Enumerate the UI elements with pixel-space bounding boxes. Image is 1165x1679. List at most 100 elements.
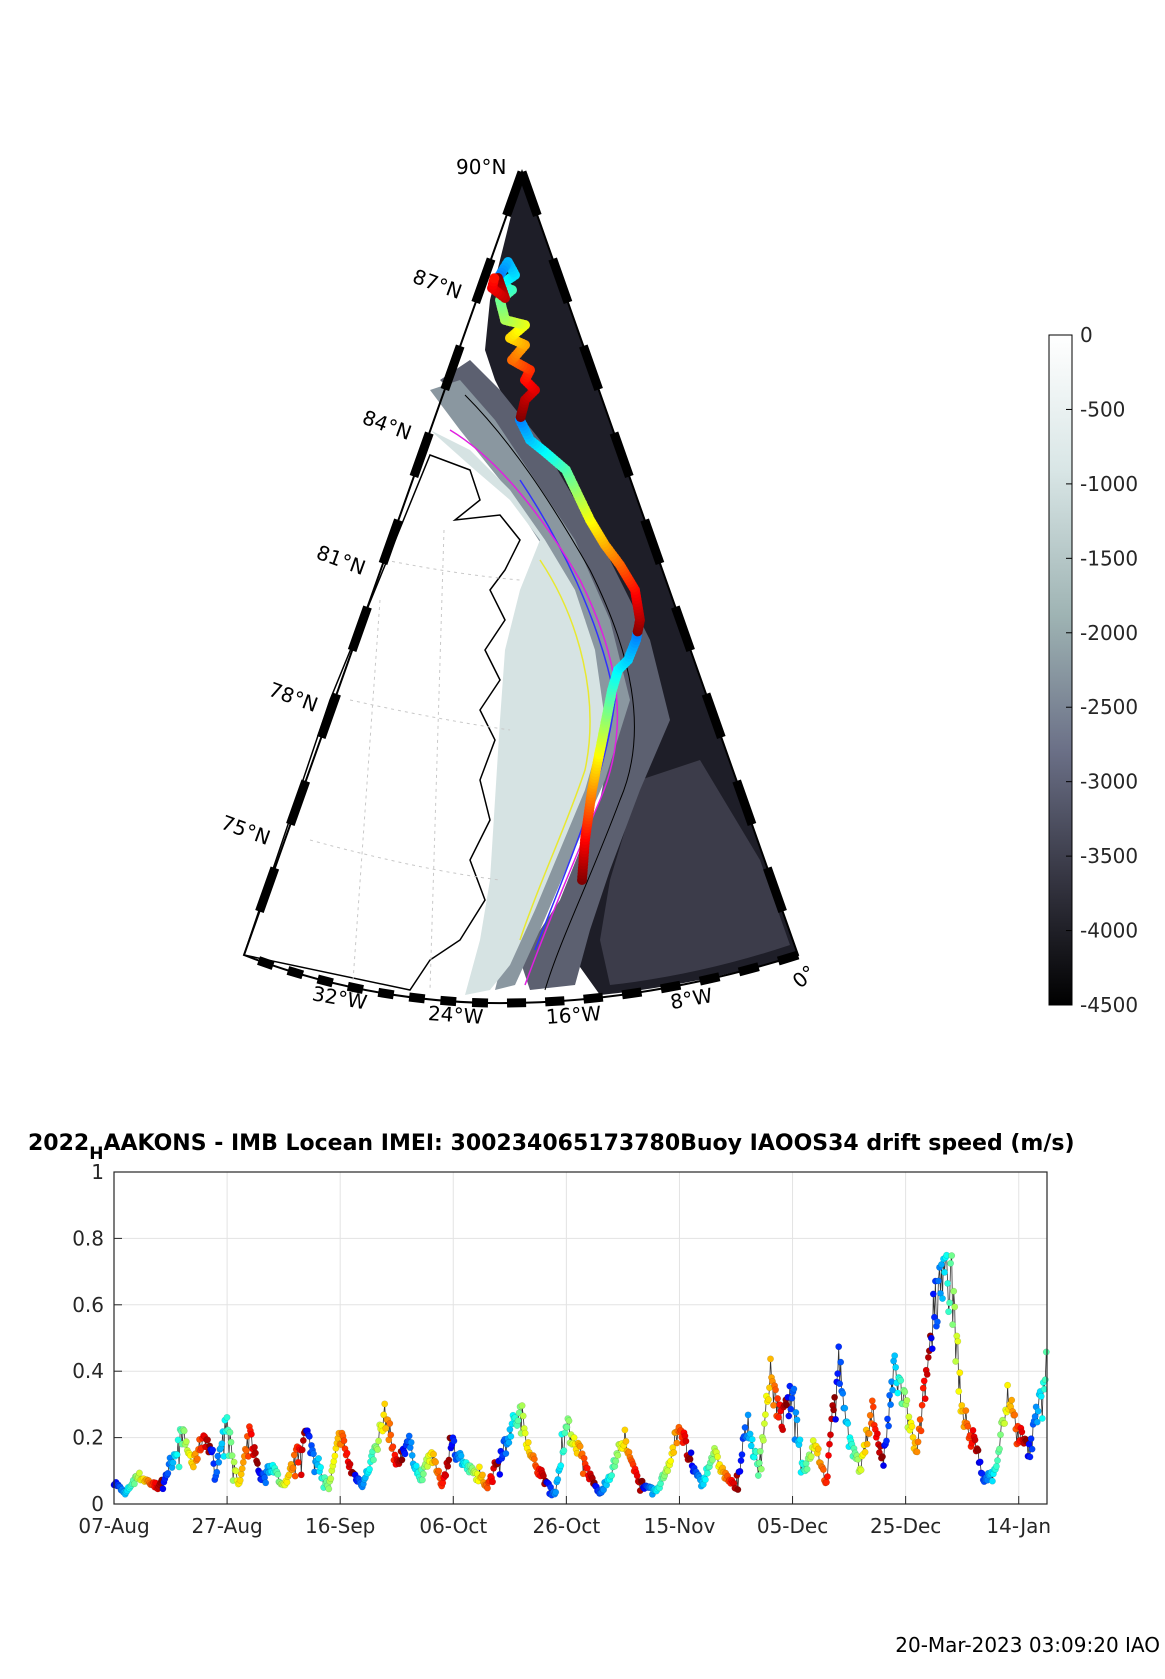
speed-point [894, 1389, 902, 1397]
speed-point [996, 1445, 1003, 1453]
speed-point [738, 1451, 746, 1459]
speed-point [435, 1467, 443, 1475]
speed-point [935, 1277, 942, 1285]
frame-tick [286, 779, 311, 827]
speed-point [897, 1377, 905, 1384]
x-tick-label: 06-Oct [419, 1514, 487, 1538]
speed-point [687, 1449, 695, 1457]
speed-point [554, 1476, 562, 1483]
speed-point [755, 1459, 763, 1467]
speed-point [294, 1458, 302, 1466]
speed-point [401, 1450, 409, 1458]
speed-point [505, 1439, 513, 1447]
x-tick-label: 25-Dec [870, 1514, 941, 1538]
speed-point [173, 1451, 181, 1459]
speed-point [772, 1386, 779, 1394]
speed-point [252, 1449, 259, 1457]
timestamp: 20-Mar-2023 03:09:20 IAO [895, 1633, 1160, 1657]
speed-point [518, 1402, 526, 1410]
x-tick-label: 16-Sep [305, 1514, 375, 1538]
speed-point [837, 1358, 845, 1366]
speed-point [305, 1433, 313, 1440]
speed-point [919, 1384, 927, 1392]
shelf-break-contour [464, 394, 635, 991]
speed-point [370, 1456, 377, 1464]
speed-point [908, 1423, 916, 1430]
plot-frame [113, 1171, 1048, 1505]
speed-point [664, 1467, 672, 1475]
speed-point [298, 1446, 306, 1454]
speed-point [475, 1463, 483, 1471]
speed-point [331, 1452, 339, 1460]
speed-point [737, 1457, 745, 1465]
speed-point [386, 1420, 394, 1427]
frame-tick [377, 987, 395, 1000]
speed-point [832, 1415, 839, 1423]
speed-point [744, 1411, 752, 1419]
speed-point [1011, 1411, 1019, 1419]
speed-point [209, 1446, 217, 1454]
speed-point [317, 1463, 324, 1471]
speed-point [905, 1413, 913, 1421]
longitude-labels: 32°W 24°W 16°W 8°W 0° [310, 960, 820, 1029]
lat-label-90: 90°N [456, 155, 506, 179]
speed-point [214, 1452, 222, 1460]
speed-point [254, 1460, 261, 1467]
speed-point [831, 1393, 838, 1401]
speed-point [714, 1453, 721, 1461]
speed-point [519, 1412, 527, 1420]
frame-tick [698, 972, 721, 986]
speed-point [803, 1465, 811, 1473]
speed-point [807, 1453, 815, 1460]
speed-point [765, 1396, 772, 1404]
x-tick-label: 07-Aug [78, 1514, 149, 1538]
colorbar-tick-label: -4000 [1080, 919, 1138, 943]
speed-point [563, 1423, 571, 1431]
speed-point [622, 1437, 630, 1445]
speed-point [389, 1443, 397, 1451]
speed-point [283, 1478, 291, 1486]
speed-point [1028, 1445, 1036, 1453]
x-tick-label: 05-Dec [757, 1514, 828, 1538]
speed-point [583, 1464, 591, 1472]
frame-tick [671, 605, 695, 652]
x-tick-label: 15-Nov [644, 1514, 716, 1538]
frame-tick [621, 987, 643, 1000]
speed-point [408, 1452, 416, 1459]
speed-point [834, 1370, 842, 1378]
speed-point [531, 1455, 538, 1463]
speed-point [835, 1343, 843, 1351]
speed-point [950, 1287, 958, 1295]
speed-point [891, 1352, 899, 1360]
frame-tick [548, 257, 573, 304]
speed-point [552, 1488, 560, 1496]
speed-point [820, 1466, 827, 1474]
speed-point [790, 1385, 798, 1393]
inner-shelf-contour [519, 559, 591, 941]
speed-point [315, 1455, 322, 1462]
speed-point [204, 1436, 212, 1444]
speed-point [971, 1436, 979, 1444]
speed-point [762, 1411, 769, 1419]
speed-point [238, 1465, 246, 1473]
speed-point [232, 1467, 240, 1475]
speed-point [841, 1404, 849, 1412]
speed-point [297, 1471, 305, 1479]
frame-tick [609, 431, 634, 478]
speed-point [310, 1450, 317, 1458]
lon-label-16w: 16°W [545, 1001, 602, 1029]
frame-tick [378, 518, 403, 566]
speed-point [576, 1443, 584, 1450]
speed-point [956, 1369, 964, 1377]
speed-point [330, 1458, 338, 1465]
speed-point [989, 1477, 996, 1485]
speed-point [748, 1436, 756, 1443]
speed-point [507, 1433, 515, 1440]
speed-point [407, 1439, 415, 1446]
frame-tick [517, 170, 542, 217]
speed-point [633, 1472, 641, 1480]
speed-point [997, 1431, 1004, 1439]
speed-point [767, 1355, 774, 1363]
speed-point [398, 1456, 406, 1464]
